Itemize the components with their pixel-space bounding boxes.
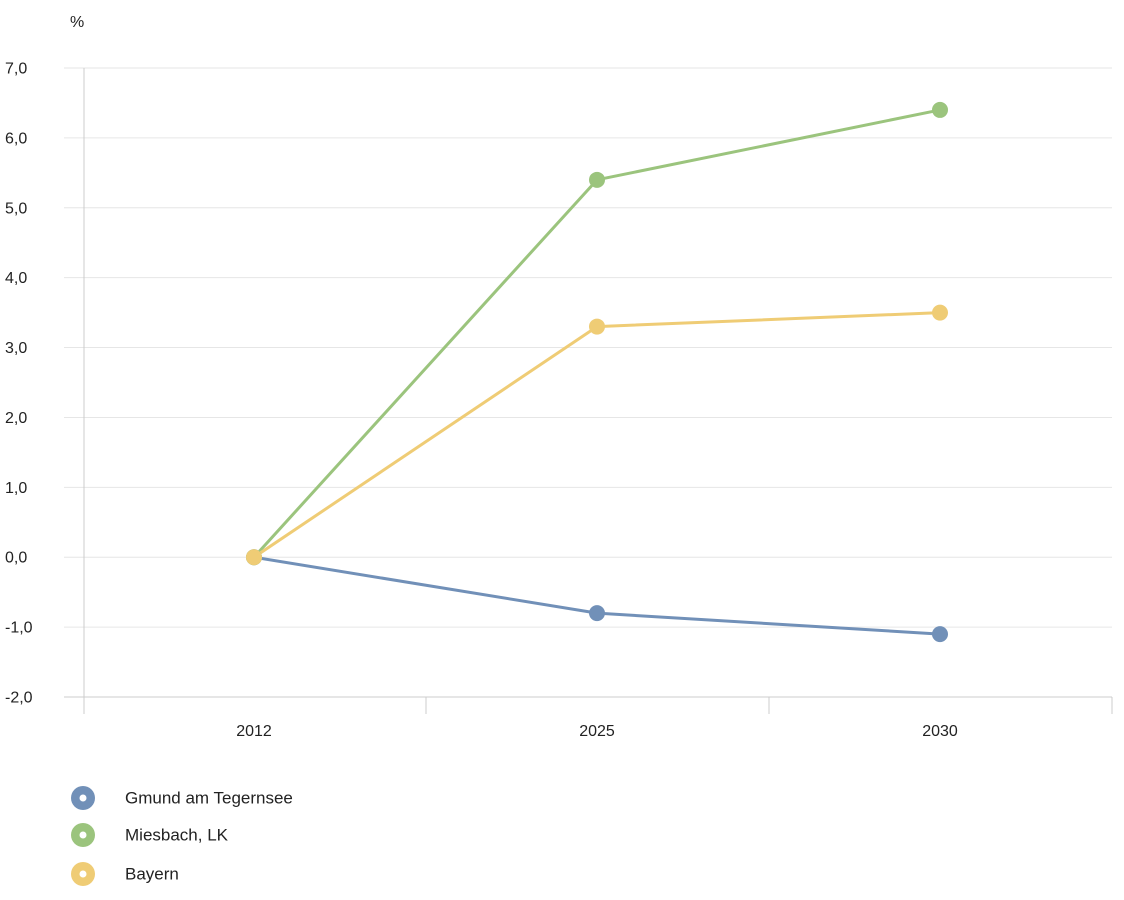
y-tick-label: 7,0 (5, 61, 27, 78)
legend-label: Bayern (125, 865, 179, 884)
legend-item[interactable]: Bayern (71, 862, 179, 886)
data-point[interactable] (246, 549, 262, 566)
y-axis-unit-label: % (70, 14, 84, 31)
y-tick-label: -2,0 (5, 690, 33, 707)
axes: % 7,0 6,0 5,0 4,0 3,0 2,0 1,0 0,0 -1,0 -2,0 2012 202… (5, 14, 1113, 740)
y-tick-label: 6,0 (5, 130, 27, 147)
legend-item[interactable]: Miesbach, LK (71, 823, 229, 847)
data-point[interactable] (932, 101, 948, 118)
series-lines (252, 108, 942, 636)
series-line-3 (252, 311, 942, 559)
legend-marker-dot-icon (79, 831, 87, 839)
data-point[interactable] (932, 304, 948, 321)
legend-marker-dot-icon (79, 794, 87, 802)
x-tick-label: 2025 (579, 723, 615, 740)
data-points (246, 101, 948, 643)
y-tick-label: 0,0 (5, 550, 27, 567)
series-line-1 (252, 555, 942, 636)
data-point[interactable] (589, 605, 605, 622)
y-tick-label: 3,0 (5, 340, 27, 357)
y-tick-label: -1,0 (5, 620, 33, 637)
y-tick-label: 1,0 (5, 480, 27, 497)
x-tick-label: 2012 (236, 723, 272, 740)
data-point[interactable] (589, 318, 605, 335)
data-point[interactable] (589, 171, 605, 188)
legend-label: Gmund am Tegernsee (125, 789, 293, 808)
legend-marker-dot-icon (79, 870, 87, 878)
y-tick-label: 2,0 (5, 410, 27, 427)
legend-label: Miesbach, LK (125, 826, 229, 845)
data-point[interactable] (932, 626, 948, 643)
x-tick-label: 2030 (922, 723, 958, 740)
grid-lines (64, 67, 1112, 698)
y-tick-label: 4,0 (5, 270, 27, 287)
y-tick-label: 5,0 (5, 200, 27, 217)
legend: Gmund am Tegernsee Miesbach, LK Bayern (71, 786, 293, 886)
legend-item[interactable]: Gmund am Tegernsee (71, 786, 293, 810)
